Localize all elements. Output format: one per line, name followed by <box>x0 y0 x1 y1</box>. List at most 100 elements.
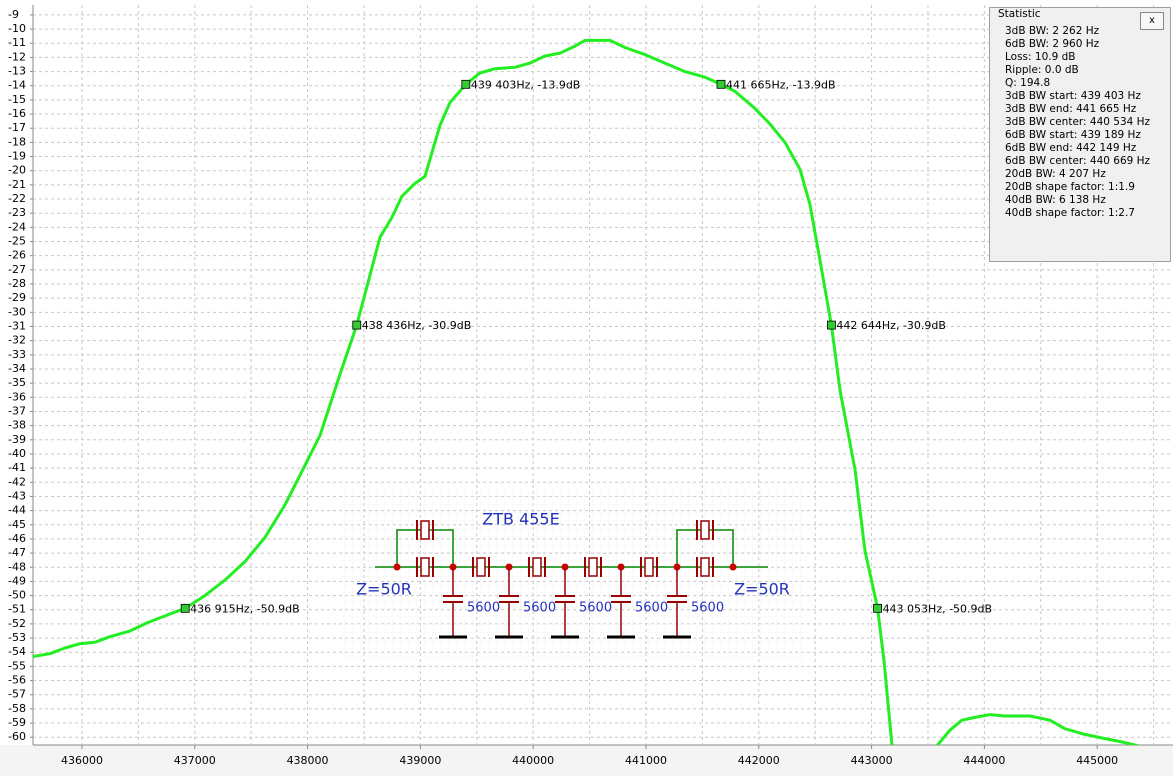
marker <box>180 603 190 613</box>
marker-label: 443 053Hz, -50.9dB <box>883 602 993 615</box>
y-tick-label: -48 <box>8 560 26 573</box>
statistic-line: 3dB BW end: 441 665 Hz <box>1005 103 1137 115</box>
y-tick-label: -38 <box>8 419 26 432</box>
marker-label: 441 665Hz, -13.9dB <box>726 78 836 91</box>
capacitor-value: 5600 <box>467 601 500 616</box>
y-tick-label: -9 <box>8 8 19 21</box>
marker <box>461 79 471 89</box>
statistic-line: 6dB BW: 2 960 Hz <box>1005 38 1100 50</box>
impedance-out: Z=50R <box>734 580 790 599</box>
y-tick-label: -36 <box>8 390 26 403</box>
y-tick-label: -50 <box>8 589 26 602</box>
statistic-line: Loss: 10.9 dB <box>1005 51 1076 63</box>
x-tick-label: 440000 <box>512 754 554 767</box>
x-tick-label: 441000 <box>625 754 667 767</box>
statistic-line: 40dB BW: 6 138 Hz <box>1005 194 1106 206</box>
statistic-line: Ripple: 0.0 dB <box>1005 64 1079 76</box>
y-tick-label: -17 <box>8 121 26 134</box>
y-tick-label: -49 <box>8 574 26 587</box>
crystal-body <box>700 557 710 577</box>
y-tick-label: -44 <box>8 504 26 517</box>
y-tick-label: -12 <box>8 50 26 63</box>
crystal-body <box>420 557 430 577</box>
schematic: ZTB 455E Z=50R Z=50R 5600 5600 5600 5600 560… <box>342 490 805 662</box>
y-tick-label: -16 <box>8 107 26 120</box>
y-tick-label: -14 <box>8 79 26 92</box>
y-tick-label: -27 <box>8 263 26 276</box>
y-tick-label: -55 <box>8 659 26 672</box>
y-tick-label: -19 <box>8 150 26 163</box>
y-tick-label: -18 <box>8 135 26 148</box>
y-tick-label: -23 <box>8 206 26 219</box>
close-button[interactable]: x <box>1140 12 1164 30</box>
statistic-line: 6dB BW start: 439 189 Hz <box>1005 129 1141 141</box>
y-tick-label: -53 <box>8 631 26 644</box>
y-tick-label: -13 <box>8 65 26 78</box>
y-tick-label: -34 <box>8 362 26 375</box>
statistic-line: 20dB shape factor: 1:1.9 <box>1005 181 1135 193</box>
y-tick-label: -58 <box>8 702 26 715</box>
y-tick-label: -31 <box>8 319 26 332</box>
crystal-body <box>588 557 598 577</box>
node <box>729 563 737 571</box>
statistic-line: 3dB BW start: 439 403 Hz <box>1005 90 1141 102</box>
y-tick-label: -39 <box>8 433 26 446</box>
y-tick-label: -54 <box>8 645 26 658</box>
y-tick-label: -60 <box>8 730 26 743</box>
marker-label: 442 644Hz, -30.9dB <box>836 319 946 332</box>
y-tick-label: -59 <box>8 716 26 729</box>
x-tick-label: 445000 <box>1076 754 1118 767</box>
node <box>393 563 401 571</box>
capacitor-value: 5600 <box>523 601 556 616</box>
y-tick-label: -43 <box>8 489 26 502</box>
statistic-line: 40dB shape factor: 1:2.7 <box>1005 207 1135 219</box>
crystal-body <box>420 520 430 540</box>
marker <box>716 79 726 89</box>
y-tick-label: -52 <box>8 617 26 630</box>
x-tick-label: 443000 <box>851 754 893 767</box>
y-tick-label: -40 <box>8 447 26 460</box>
y-tick-label: -10 <box>8 22 26 35</box>
statistic-line: 20dB BW: 4 207 Hz <box>1005 168 1106 180</box>
marker-label: 436 915Hz, -50.9dB <box>190 602 300 615</box>
statistic-line: 3dB BW: 2 262 Hz <box>1005 25 1100 37</box>
y-tick-label: -26 <box>8 249 26 262</box>
y-tick-label: -45 <box>8 518 26 531</box>
capacitor-value: 5600 <box>579 601 612 616</box>
y-tick-label: -42 <box>8 475 26 488</box>
y-tick-label: -51 <box>8 603 26 616</box>
y-tick-label: -37 <box>8 404 26 417</box>
y-tick-label: -22 <box>8 192 26 205</box>
statistic-line: 6dB BW end: 442 149 Hz <box>1005 142 1137 154</box>
schematic-bg <box>342 490 805 662</box>
y-tick-label: -35 <box>8 376 26 389</box>
y-tick-label: -32 <box>8 334 26 347</box>
y-tick-label: -47 <box>8 546 26 559</box>
x-tick-label: 439000 <box>399 754 441 767</box>
y-tick-label: -56 <box>8 674 26 687</box>
y-tick-label: -21 <box>8 178 26 191</box>
x-tick-label: 444000 <box>963 754 1005 767</box>
crystal-body <box>700 520 710 540</box>
statistic-line: 6dB BW center: 440 669 Hz <box>1005 155 1151 167</box>
y-tick-label: -29 <box>8 291 26 304</box>
crystal-body <box>476 557 486 577</box>
crystal-body <box>644 557 654 577</box>
x-tick-label: 437000 <box>174 754 216 767</box>
y-tick-label: -28 <box>8 277 26 290</box>
statistic-line: Q: 194.8 <box>1005 77 1051 89</box>
statistic-line: 3dB BW center: 440 534 Hz <box>1005 116 1151 128</box>
crystal-body <box>532 557 542 577</box>
statistic-panel: Statistic x 3dB BW: 2 262 Hz 6dB BW: 2 96… <box>989 7 1171 262</box>
y-tick-label: -20 <box>8 164 26 177</box>
x-tick-label: 436000 <box>61 754 103 767</box>
marker <box>827 320 836 330</box>
marker <box>352 320 362 330</box>
impedance-in: Z=50R <box>356 580 412 599</box>
panel-title: Statistic <box>998 8 1041 20</box>
y-tick-label: -25 <box>8 235 26 248</box>
y-tick-label: -11 <box>8 36 26 49</box>
schematic-title: ZTB 455E <box>482 510 559 529</box>
